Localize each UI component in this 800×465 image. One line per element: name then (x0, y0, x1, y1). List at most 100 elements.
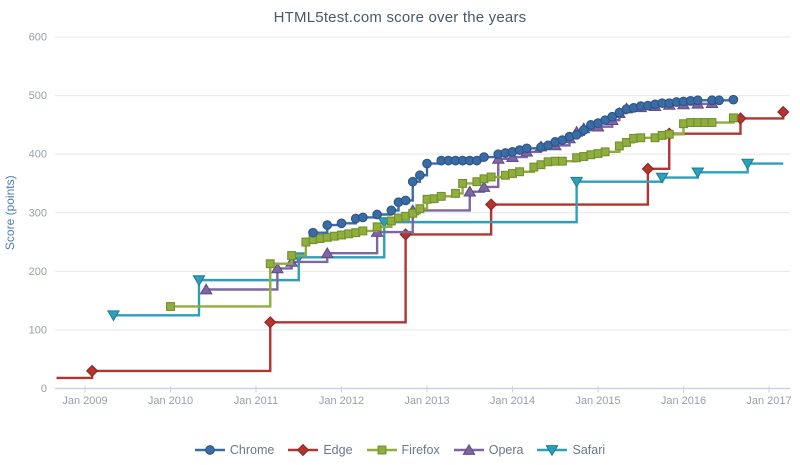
x-tick-label: Jan 2017 (746, 395, 791, 407)
data-point-firefox (287, 251, 297, 260)
data-point-edge (641, 162, 655, 175)
data-point-chrome (372, 209, 382, 220)
data-point-chrome (322, 220, 333, 230)
circle-legend-marker-icon (194, 445, 225, 455)
data-point-chrome (386, 205, 397, 216)
y-tick-label: 500 (29, 90, 47, 102)
data-point-firefox (664, 129, 674, 139)
legend-label: Opera (488, 443, 524, 457)
triangle-up-legend-marker-icon (453, 444, 484, 455)
data-point-firefox (636, 133, 646, 143)
y-tick-label: 0 (41, 383, 47, 395)
x-tick-label: Jan 2015 (575, 395, 620, 407)
data-point-firefox (372, 222, 382, 232)
data-point-safari (106, 310, 121, 322)
series-line-edge (56, 111, 785, 380)
data-point-opera (199, 283, 213, 295)
y-tick-label: 100 (29, 324, 47, 336)
data-point-firefox (600, 147, 610, 157)
triangle-down-legend-marker-icon (537, 445, 568, 456)
series-edge (56, 105, 790, 380)
legend-label: Edge (323, 443, 353, 457)
y-tick-label: 200 (29, 266, 47, 278)
data-point-firefox (408, 208, 418, 218)
data-point-firefox (358, 226, 368, 236)
data-point-chrome (692, 95, 703, 106)
data-point-chrome (407, 176, 418, 187)
data-point-chrome (479, 152, 489, 162)
data-point-safari (655, 172, 669, 184)
data-point-firefox (377, 445, 386, 455)
legend-label: Safari (572, 443, 606, 457)
data-point-edge (484, 198, 498, 211)
y-tick-label: 400 (29, 149, 47, 161)
x-tick-label: Jan 2012 (319, 395, 364, 407)
data-point-safari (570, 176, 584, 188)
legend-item-opera[interactable]: Opera (453, 443, 524, 457)
x-tick-label: Jan 2009 (62, 395, 107, 407)
square-legend-marker-icon (366, 445, 397, 455)
data-point-edge (85, 364, 99, 378)
data-point-chrome (714, 95, 724, 106)
data-point-chrome (205, 445, 215, 455)
data-point-firefox (265, 259, 275, 269)
series-firefox (166, 113, 738, 311)
data-point-edge (264, 316, 277, 329)
data-point-opera (477, 180, 491, 192)
chart-legend: Chrome Edge Firefox Opera Safari (0, 443, 800, 457)
x-tick-label: Jan 2014 (490, 395, 535, 407)
data-point-safari (691, 167, 705, 179)
data-point-firefox (436, 191, 446, 201)
data-point-firefox (707, 118, 717, 127)
data-point-opera (320, 246, 334, 259)
data-point-firefox (166, 302, 175, 311)
x-tick-label: Jan 2010 (148, 395, 193, 407)
chart-title: HTML5test.com score over the years (273, 9, 527, 26)
data-point-firefox (557, 156, 567, 166)
x-tick-label: Jan 2016 (661, 395, 706, 407)
data-point-chrome (308, 227, 318, 238)
legend-item-edge[interactable]: Edge (288, 443, 353, 457)
x-tick-label: Jan 2011 (234, 395, 278, 407)
y-axis-label: Score (points) (3, 175, 17, 250)
data-point-firefox (415, 204, 425, 214)
data-point-chrome (422, 158, 432, 169)
data-point-safari (741, 158, 755, 170)
data-point-safari (192, 275, 206, 287)
diamond-legend-marker-icon (288, 444, 319, 456)
y-tick-label: 600 (29, 32, 47, 44)
data-point-firefox (515, 167, 525, 177)
data-point-chrome (400, 195, 411, 206)
data-point-edge (297, 444, 310, 456)
data-point-chrome (571, 129, 582, 140)
legend-label: Chrome (229, 443, 275, 457)
data-point-firefox (458, 179, 468, 188)
data-point-chrome (336, 218, 347, 229)
data-point-chrome (358, 212, 368, 223)
data-point-firefox (451, 188, 460, 198)
data-point-chrome (607, 111, 618, 122)
data-point-opera (463, 185, 477, 197)
data-point-safari (545, 445, 560, 456)
legend-item-firefox[interactable]: Firefox (366, 443, 440, 457)
legend-label: Firefox (401, 443, 440, 457)
data-point-firefox (486, 172, 496, 182)
data-point-chrome (578, 125, 589, 135)
data-point-chrome (521, 143, 532, 154)
data-point-edge (399, 228, 412, 241)
data-point-chrome (728, 94, 739, 105)
data-point-chrome (415, 170, 425, 181)
legend-item-safari[interactable]: Safari (537, 443, 605, 457)
data-point-edge (777, 105, 790, 119)
legend-item-chrome[interactable]: Chrome (194, 443, 275, 457)
series-line-firefox (170, 117, 735, 308)
series-line-safari (113, 162, 784, 317)
series-safari (106, 158, 784, 322)
data-point-opera (462, 444, 476, 455)
series-chrome (308, 94, 739, 238)
y-tick-label: 300 (29, 207, 47, 219)
data-point-firefox (728, 113, 738, 123)
x-tick-label: Jan 2013 (404, 395, 449, 407)
